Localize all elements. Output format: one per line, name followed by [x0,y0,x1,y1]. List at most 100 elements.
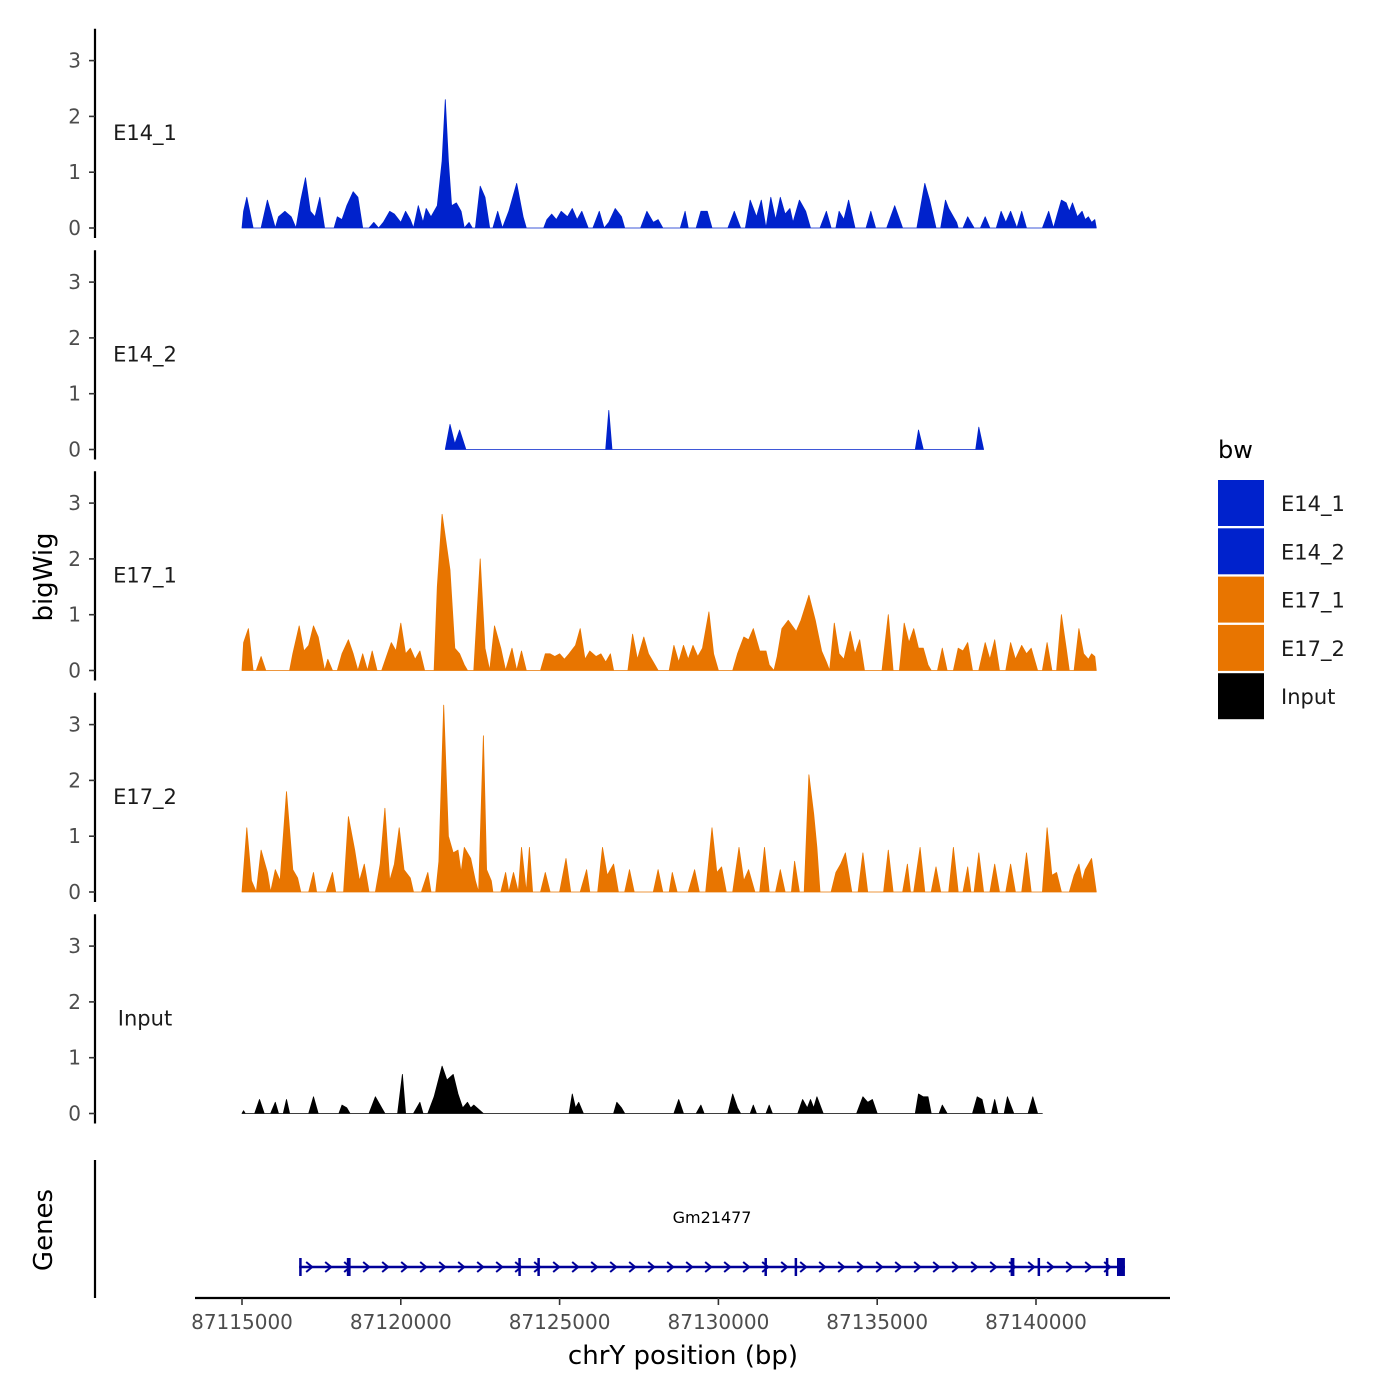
strand-chevron [989,1261,998,1273]
strand-chevron [324,1261,333,1273]
strand-chevron [913,1261,922,1273]
x-tick-label: 87120000 [350,1310,452,1334]
gene-panel: Gm21477 [93,1160,1125,1298]
strand-chevron [571,1261,580,1273]
legend-swatch-E17_2 [1218,624,1264,671]
strand-chevron [533,1261,542,1273]
strand-chevron [609,1261,618,1273]
strand-chevron [818,1261,827,1273]
y-tick-label: 0 [68,1102,81,1126]
x-tick-label: 87135000 [826,1310,928,1334]
strand-chevron [1027,1261,1036,1273]
strand-chevron [305,1261,314,1273]
track-E17_2: 0 1 2 3 E17_2 [68,692,1097,904]
strand-chevron [647,1261,656,1273]
exon [794,1258,798,1276]
exon [1105,1258,1109,1276]
genes-axis-title: Genes [29,1189,59,1271]
x-tick-label: 87140000 [985,1310,1087,1334]
exon [346,1258,351,1276]
y-tick-label: 3 [68,49,81,73]
y-tick-label: 3 [68,713,81,737]
strand-chevron [761,1261,770,1273]
strand-chevron [704,1261,713,1273]
exon [1116,1258,1125,1276]
y-tick-label: 2 [68,768,81,792]
track-Input: 0 1 2 3 Input [68,914,1043,1126]
strand-chevron [723,1261,732,1273]
strand-chevron [590,1261,599,1273]
strand-chevron [970,1261,979,1273]
y-tick-label: 0 [68,880,81,904]
y-tick-label: 1 [68,824,81,848]
track-E14_2: 0 1 2 3 E14_2 [68,250,984,462]
y-tick-label: 2 [68,326,81,350]
x-tick-label: 87115000 [191,1310,293,1334]
gene-label: Gm21477 [673,1208,752,1227]
y-tick-label: 2 [68,547,81,571]
strand-chevron [476,1261,485,1273]
x-tick-label: 87130000 [668,1310,770,1334]
strand-chevron [514,1261,523,1273]
y-tick-label: 0 [68,659,81,683]
legend-label-E14_2: E14_2 [1281,540,1345,565]
strand-chevron [419,1261,428,1273]
strand-chevron [438,1261,447,1273]
legend-label-E17_1: E17_1 [1281,589,1345,614]
track-E14_1: 0 1 2 3 E14_1 [68,28,1097,240]
coverage-area-Input [241,1065,1043,1114]
strand-chevron [1084,1261,1093,1273]
exon [1037,1258,1041,1276]
legend-swatch-Input [1218,673,1264,720]
strand-chevron [742,1261,751,1273]
legend-label-Input: Input [1281,685,1335,709]
strand-chevron [685,1261,694,1273]
strand-chevron [381,1261,390,1273]
track-label-E17_1: E17_1 [113,564,177,589]
strand-chevron [799,1261,808,1273]
track-label-E17_2: E17_2 [113,785,177,810]
coverage-area-E17_1 [241,513,1097,671]
coverage-area-E14_1 [241,99,1097,229]
exon [537,1258,540,1276]
y-tick-label: 1 [68,603,81,627]
track-E17_1: 0 1 2 3 E17_1 [68,471,1097,683]
strand-chevron [780,1261,789,1273]
legend-swatch-E14_2 [1218,528,1264,575]
tracks-group: 0 1 2 3 E14_1 0 1 2 3 E14_2 0 1 2 3 E17_1 0 1 2 3 E17_2 0 1 2 3… [68,28,1097,1126]
strand-chevron [837,1261,846,1273]
strand-chevron [894,1261,903,1273]
strand-chevron [400,1261,409,1273]
y-tick-label: 1 [68,382,81,406]
strand-chevron [495,1261,504,1273]
x-axis-title: chrY position (bp) [568,1341,798,1371]
track-label-E14_2: E14_2 [113,343,177,368]
y-tick-label: 3 [68,270,81,294]
y-tick-label: 1 [68,1046,81,1070]
strand-chevron [1046,1261,1055,1273]
strand-chevron [552,1261,561,1273]
x-tick-label: 87125000 [509,1310,611,1334]
strand-chevron [856,1261,865,1273]
strand-chevron [666,1261,675,1273]
legend-title: bw [1218,436,1253,464]
legend-label-E17_2: E17_2 [1281,637,1345,662]
strand-chevron [362,1261,371,1273]
y-axis-title: bigWig [29,532,59,621]
exon [299,1258,302,1276]
y-tick-label: 1 [68,160,81,184]
y-tick-label: 2 [68,104,81,128]
legend-label-E14_1: E14_1 [1281,492,1345,517]
y-tick-label: 3 [68,934,81,958]
strand-chevron [951,1261,960,1273]
y-tick-label: 3 [68,491,81,515]
strand-chevron [1065,1261,1074,1273]
track-label-E14_1: E14_1 [113,121,177,146]
legend-swatch-E14_1 [1218,480,1264,526]
exon [1010,1258,1015,1276]
legend-swatch-E17_1 [1218,576,1264,623]
track-label-Input: Input [118,1007,172,1031]
strand-chevron [628,1261,637,1273]
x-axis: 87115000 87120000 87125000 87130000 87135000… [191,1296,1170,1334]
